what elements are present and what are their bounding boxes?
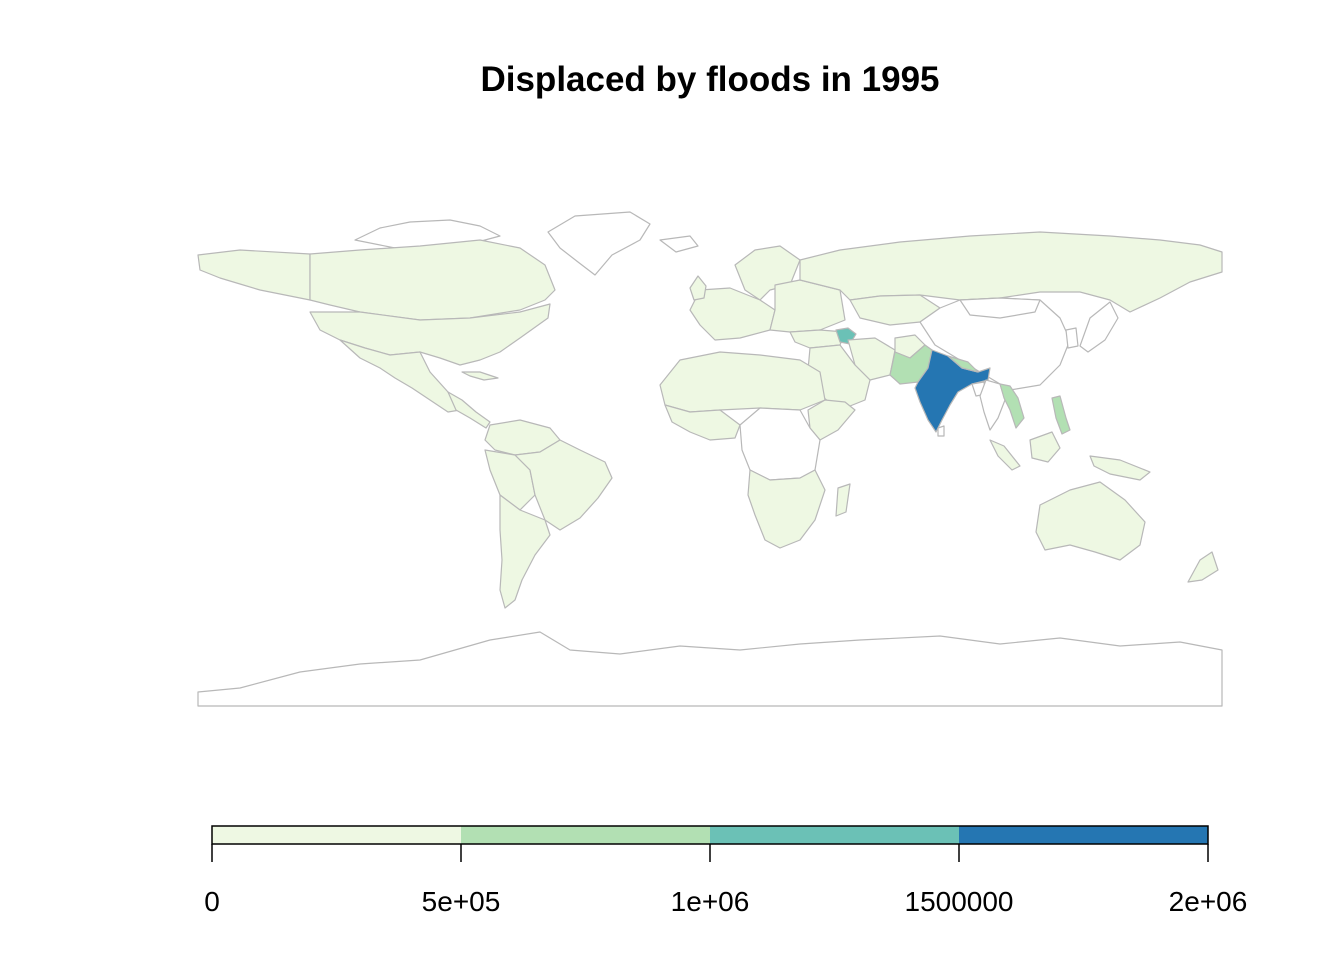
region-svalbard [659, 235, 699, 253]
region-uk [689, 275, 707, 301]
region-argentina [499, 494, 551, 609]
legend-tick-label: 0 [204, 886, 220, 917]
region-central-america [447, 391, 491, 429]
region-laos-vietnam [999, 383, 1025, 429]
region-mexico [339, 339, 461, 413]
region-canada [309, 239, 556, 321]
region-indonesia-sumatra [989, 439, 1021, 471]
legend-tick-label: 5e+05 [421, 886, 501, 917]
region-alaska [197, 249, 311, 301]
legend-tick-label: 1e+06 [670, 886, 750, 917]
map-title: Displaced by floods in 1995 [480, 60, 940, 99]
region-indonesia-borneo [1029, 431, 1061, 463]
legend [211, 825, 1209, 862]
region-korea [1065, 327, 1079, 349]
region-new-zealand [1187, 551, 1219, 583]
region-australia [1035, 481, 1146, 561]
legend-bin-2 [710, 826, 959, 844]
legend-tick-label: 2e+06 [1168, 886, 1248, 917]
region-madagascar [835, 483, 851, 517]
region-antarctica [197, 631, 1223, 707]
region-brazil [514, 439, 613, 531]
region-western-europe [689, 287, 776, 341]
region-central-africa [739, 407, 821, 481]
legend-tick-label: 1500000 [904, 886, 1014, 917]
region-sri-lanka [937, 425, 945, 437]
legend-bin-0 [212, 826, 461, 844]
region-west-africa [664, 404, 741, 441]
map-layer [197, 211, 1223, 707]
legend-bin-3 [959, 826, 1208, 844]
legend-bin-1 [461, 826, 710, 844]
region-nepal [947, 355, 979, 373]
region-cuba [461, 371, 499, 381]
region-japan [1079, 301, 1119, 353]
region-north-africa [659, 351, 826, 413]
region-new-guinea [1089, 455, 1151, 481]
region-southern-africa [747, 469, 826, 549]
region-philippines [1051, 395, 1071, 435]
region-greenland [547, 211, 651, 276]
region-mongolia [959, 297, 1041, 319]
